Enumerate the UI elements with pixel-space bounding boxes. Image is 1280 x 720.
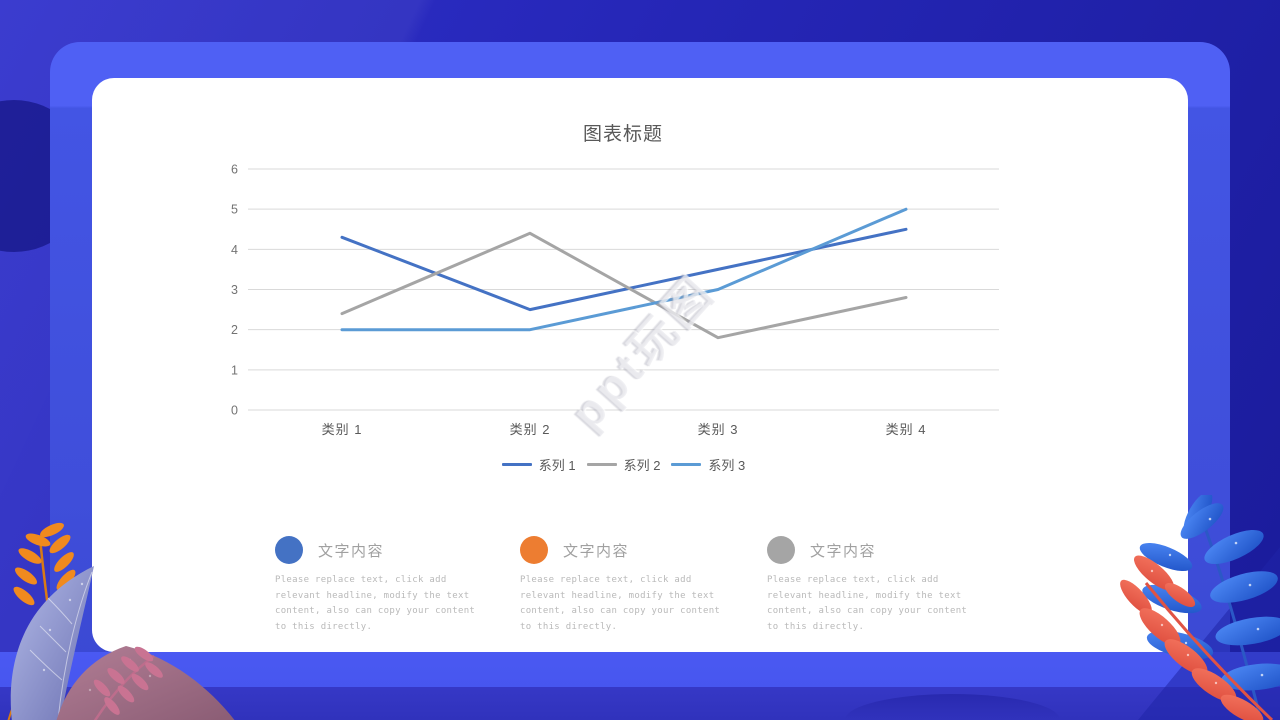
legend-item: 系列 2 (586, 455, 661, 474)
bullet-dot (767, 536, 795, 564)
text-block-header: 文字内容 (767, 536, 981, 564)
x-category-label: 类别 3 (698, 422, 739, 437)
text-block-header: 文字内容 (275, 536, 489, 564)
x-category-label: 类别 1 (322, 422, 363, 437)
legend-label: 系列 3 (708, 457, 746, 473)
legend-label: 系列 1 (538, 457, 576, 473)
series-line-系列 2 (340, 231, 908, 340)
y-tick-label: 6 (231, 163, 238, 177)
text-block-title: 文字内容 (563, 542, 630, 560)
bullet-dot (275, 536, 303, 564)
text-block-title: 文字内容 (810, 542, 877, 560)
chart-title: 图表标题 (583, 123, 663, 145)
text-block-2: 文字内容 Please replace text, click add rele… (520, 536, 734, 635)
y-tick-label: 5 (231, 203, 238, 217)
text-block-header: 文字内容 (520, 536, 734, 564)
legend-label: 系列 2 (623, 457, 661, 473)
legend-swatch (586, 462, 617, 466)
legend-swatch (501, 462, 532, 466)
y-tick-label: 1 (231, 363, 238, 377)
text-block-1: 文字内容 Please replace text, click add rele… (275, 536, 489, 635)
content-card: 图表标题 0 1 2 3 4 5 6 类别 1 类别 2 类别 3 类别 4 系列 1 系列 2 系列 … (92, 78, 1188, 652)
series-line-系列 1 (340, 227, 908, 312)
legend-item: 系列 3 (671, 455, 745, 474)
y-tick-label: 4 (231, 243, 238, 257)
y-tick-label: 3 (231, 283, 238, 297)
laptop-base-band (0, 652, 1280, 687)
y-tick-label: 2 (231, 323, 238, 337)
laptop-base-shadow-band (0, 687, 1280, 720)
y-tick-label: 0 (231, 404, 238, 418)
legend-item: 系列 1 (501, 455, 576, 474)
line-chart: 图表标题 0 1 2 3 4 5 6 类别 1 类别 2 类别 3 类别 4 (231, 123, 999, 437)
text-block-title: 文字内容 (318, 542, 385, 560)
text-block-body: Please replace text, click add relevant … (275, 575, 476, 632)
x-category-label: 类别 4 (886, 422, 927, 437)
chart-legend: 系列 1 系列 2 系列 3 (248, 454, 999, 474)
bullet-dot (520, 536, 548, 564)
text-block-body: Please replace text, click add relevant … (520, 575, 721, 632)
series-line-系列 3 (340, 207, 908, 332)
legend-swatch (671, 462, 702, 466)
x-category-label: 类别 2 (510, 422, 551, 437)
text-block-body: Please replace text, click add relevant … (767, 575, 968, 632)
text-block-3: 文字内容 Please replace text, click add rele… (767, 536, 981, 635)
